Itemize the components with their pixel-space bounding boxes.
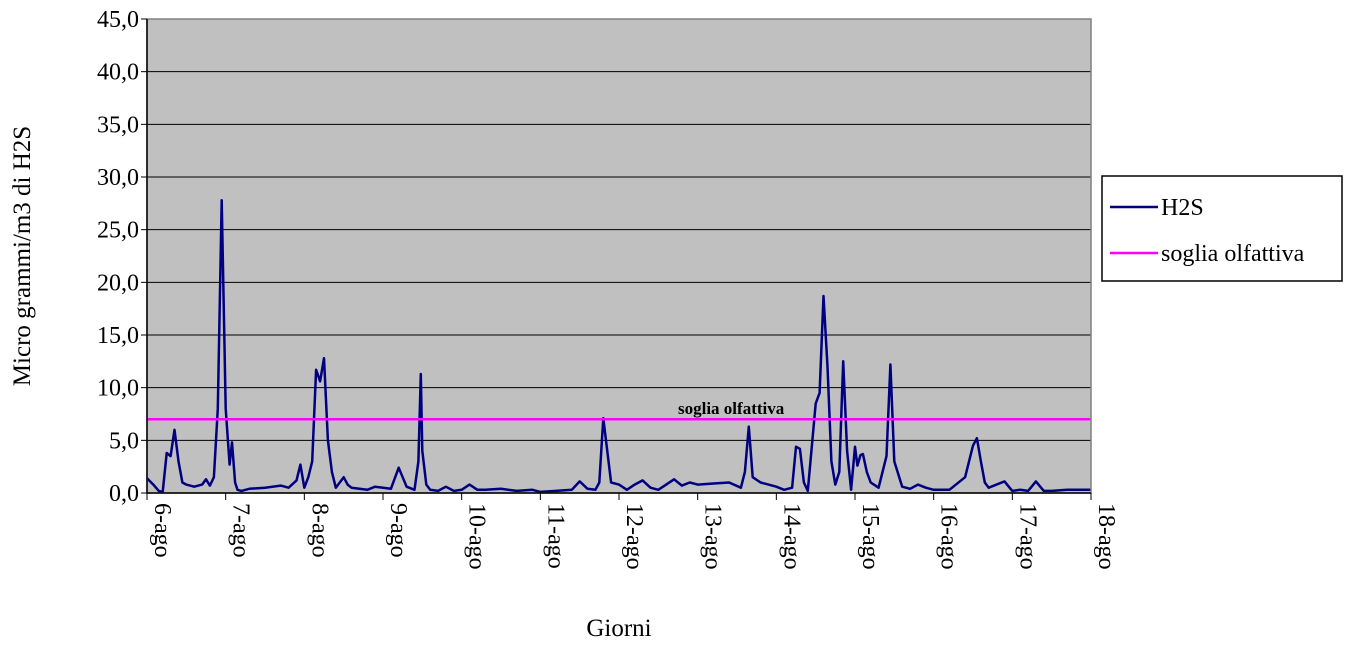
series-line-h2s	[146, 198, 1091, 494]
x-tick-label: 16-ago	[936, 503, 962, 570]
annotation-label: soglia olfattiva	[678, 399, 785, 418]
x-tick-label: 10-ago	[464, 503, 490, 570]
x-tick-label: 15-ago	[857, 503, 883, 570]
x-tick-label: 18-ago	[1093, 503, 1119, 570]
x-tick-label: 8-ago	[306, 503, 332, 558]
y-tick-label: 35,0	[97, 112, 139, 138]
x-tick-label: 17-ago	[1014, 503, 1040, 570]
legend-label-soglia-olfattiva: soglia olfattiva	[1161, 241, 1305, 267]
y-tick-label: 45,0	[97, 7, 139, 33]
x-tick-label: 6-ago	[149, 503, 175, 558]
y-tick-label: 20,0	[97, 270, 139, 296]
x-tick-label: 11-ago	[542, 503, 568, 569]
y-tick-label: 40,0	[97, 60, 139, 86]
y-tick-label: 25,0	[97, 218, 139, 244]
gridlines	[147, 71, 1091, 441]
x-tick-label: 9-ago	[385, 503, 411, 558]
y-axis-title: Micro grammi/m3 di H2S	[9, 126, 36, 386]
plot-area-background	[147, 19, 1091, 493]
x-tick-label: 12-ago	[621, 503, 647, 570]
y-tick-label: 15,0	[97, 323, 139, 349]
legend: H2S soglia olfattiva	[1101, 175, 1343, 282]
legend-box	[1101, 175, 1343, 282]
y-tick-label: 30,0	[97, 165, 139, 191]
series-layer	[146, 198, 1091, 494]
x-tick-label: 13-ago	[700, 503, 726, 570]
y-tick-label: 10,0	[97, 376, 139, 402]
y-tick-label: 5,0	[109, 428, 139, 454]
legend-label-h2s: H2S	[1161, 195, 1204, 221]
x-tick-label: 14-ago	[778, 503, 804, 570]
x-axis-title: Giorni	[586, 615, 651, 642]
axes: 0,0 5,0 10,0 15,0 20,0 25,0 30,0 35,0 40,0 45,0 6-…	[97, 7, 1119, 570]
x-tick-label: 7-ago	[228, 503, 254, 558]
y-tick-label: 0,0	[109, 481, 139, 507]
